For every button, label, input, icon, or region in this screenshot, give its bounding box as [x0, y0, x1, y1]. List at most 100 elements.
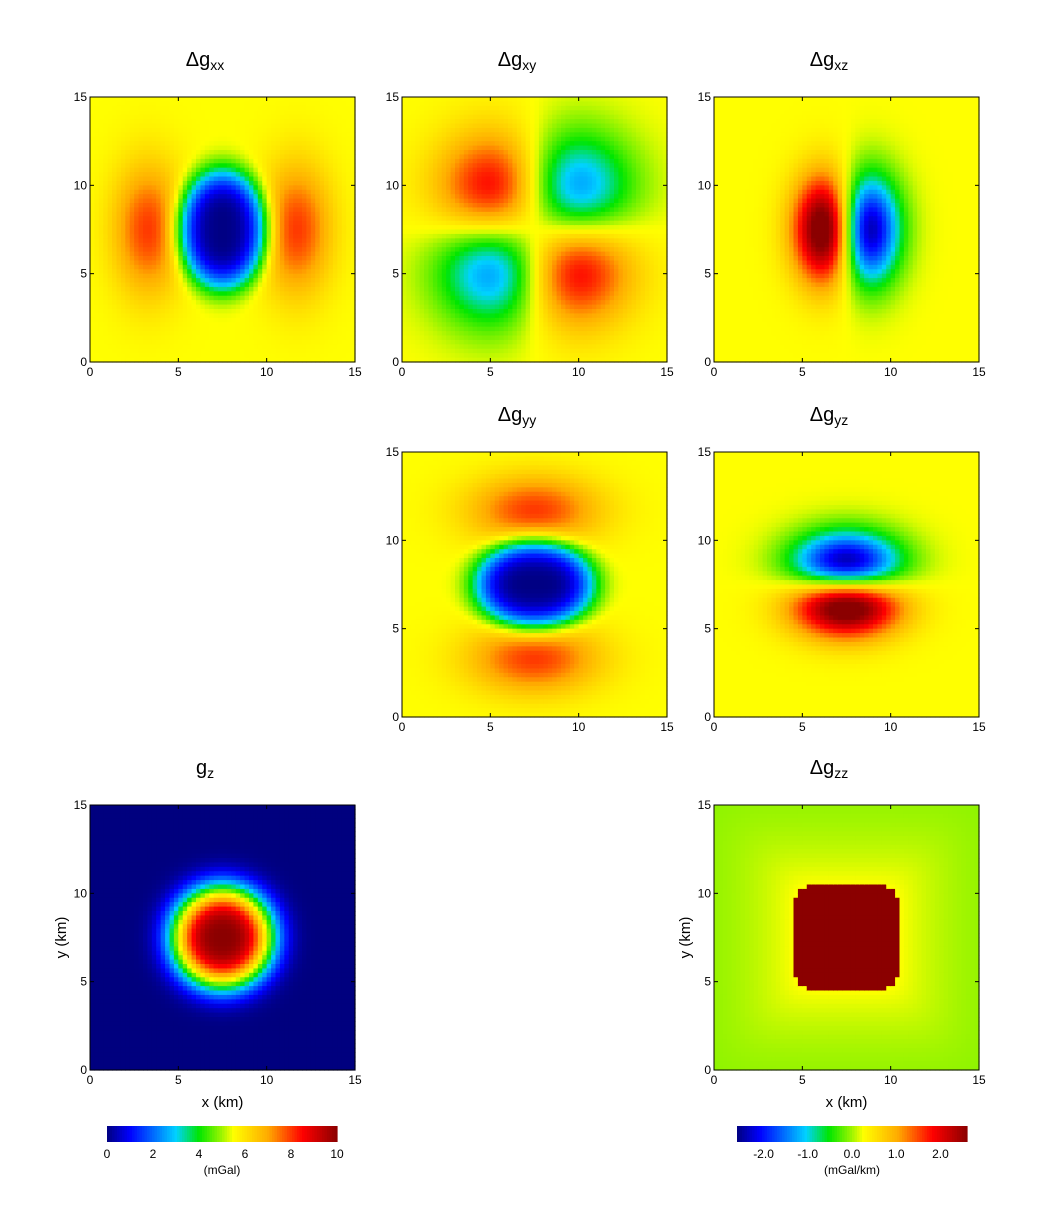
heatmap-cell [490, 127, 496, 133]
heatmap-cell [350, 123, 356, 129]
heatmap-cell [424, 331, 430, 337]
heatmap-cell [200, 348, 206, 354]
heatmap-cell [328, 189, 334, 195]
heatmap-cell [297, 114, 303, 120]
heatmap-cell [98, 220, 104, 226]
heatmap-cell [288, 176, 294, 182]
heatmap-cell [222, 282, 228, 288]
heatmap-cell [406, 309, 412, 315]
heatmap-cell [293, 141, 299, 147]
heatmap-cell [160, 172, 166, 178]
heatmap-cell [437, 225, 443, 231]
heatmap-cell [257, 335, 263, 341]
heatmap-cell [419, 335, 425, 341]
heatmap-cell [253, 229, 259, 235]
heatmap-cell [134, 353, 140, 359]
heatmap-cell [315, 203, 321, 209]
heatmap-cell [90, 158, 96, 164]
heatmap-cell [196, 127, 202, 133]
heatmap-cell [191, 238, 197, 244]
heatmap-cell [156, 141, 162, 147]
heatmap-cell [191, 225, 197, 231]
heatmap-cell [450, 264, 456, 270]
heatmap-cell [191, 220, 197, 226]
heatmap-cell [213, 317, 219, 323]
heatmap-cell [428, 357, 434, 363]
heatmap-cell [257, 132, 263, 138]
heatmap-cell [143, 256, 149, 262]
heatmap-cell [249, 353, 255, 359]
heatmap-cell [138, 172, 144, 178]
heatmap-cell [481, 313, 487, 319]
heatmap-cell [257, 344, 263, 350]
heatmap-cell [112, 256, 118, 262]
heatmap-cell [218, 114, 224, 120]
heatmap-cell [306, 229, 312, 235]
heatmap-cell [490, 176, 496, 182]
heatmap-cell [297, 273, 303, 279]
heatmap-cell [337, 344, 343, 350]
heatmap-cell [415, 295, 421, 301]
heatmap-cell [328, 269, 334, 275]
heatmap-cell [169, 180, 175, 186]
heatmap-cell [98, 145, 104, 151]
heatmap-cell [94, 256, 100, 262]
heatmap-cell [428, 260, 434, 266]
heatmap-cell [151, 348, 157, 354]
heatmap-cell [178, 317, 184, 323]
heatmap-cell [116, 105, 122, 111]
heatmap-cell [310, 304, 316, 310]
heatmap-cell [116, 185, 122, 191]
heatmap-cell [450, 348, 456, 354]
heatmap-cell [332, 97, 338, 103]
heatmap-cell [472, 203, 478, 209]
heatmap-cell [275, 242, 281, 248]
heatmap-cell [450, 119, 456, 125]
heatmap-cell [200, 97, 206, 103]
heatmap-cell [213, 194, 219, 200]
heatmap-cell [200, 282, 206, 288]
heatmap-cell [406, 132, 412, 138]
heatmap-cell [406, 211, 412, 217]
heatmap-cell [125, 154, 131, 160]
heatmap-cell [160, 331, 166, 337]
heatmap-cell [156, 145, 162, 151]
heatmap-cell [116, 180, 122, 186]
heatmap-cell [107, 264, 113, 270]
heatmap-cell [178, 167, 184, 173]
heatmap-cell [275, 194, 281, 200]
heatmap-cell [490, 282, 496, 288]
heatmap-cell [191, 326, 197, 332]
heatmap-cell [463, 247, 469, 253]
heatmap-cell [103, 260, 109, 266]
heatmap-cell [249, 189, 255, 195]
heatmap-cell [341, 273, 347, 279]
heatmap-cell [196, 260, 202, 266]
heatmap-cell [441, 331, 447, 337]
heatmap-cell [346, 229, 352, 235]
heatmap-cell [244, 97, 250, 103]
heatmap-cell [138, 123, 144, 129]
heatmap-cell [107, 357, 113, 363]
heatmap-cell [406, 176, 412, 182]
heatmap-cell [288, 136, 294, 142]
heatmap-cell [337, 123, 343, 129]
heatmap-cell [485, 136, 491, 142]
heatmap-cell [151, 150, 157, 156]
heatmap-cell [459, 344, 465, 350]
heatmap-cell [143, 203, 149, 209]
heatmap-cell [455, 172, 461, 178]
heatmap-cell [485, 269, 491, 275]
heatmap-cell [319, 286, 325, 292]
heatmap-cell [341, 242, 347, 248]
heatmap-cell [288, 123, 294, 129]
heatmap-cell [463, 322, 469, 328]
heatmap-cell [424, 286, 430, 292]
heatmap-cell [147, 127, 153, 133]
heatmap-cell [324, 110, 330, 116]
heatmap-cell [437, 216, 443, 222]
heatmap-cell [90, 198, 96, 204]
heatmap-cell [402, 176, 408, 182]
heatmap-cell [90, 123, 96, 129]
heatmap-cell [402, 256, 408, 262]
